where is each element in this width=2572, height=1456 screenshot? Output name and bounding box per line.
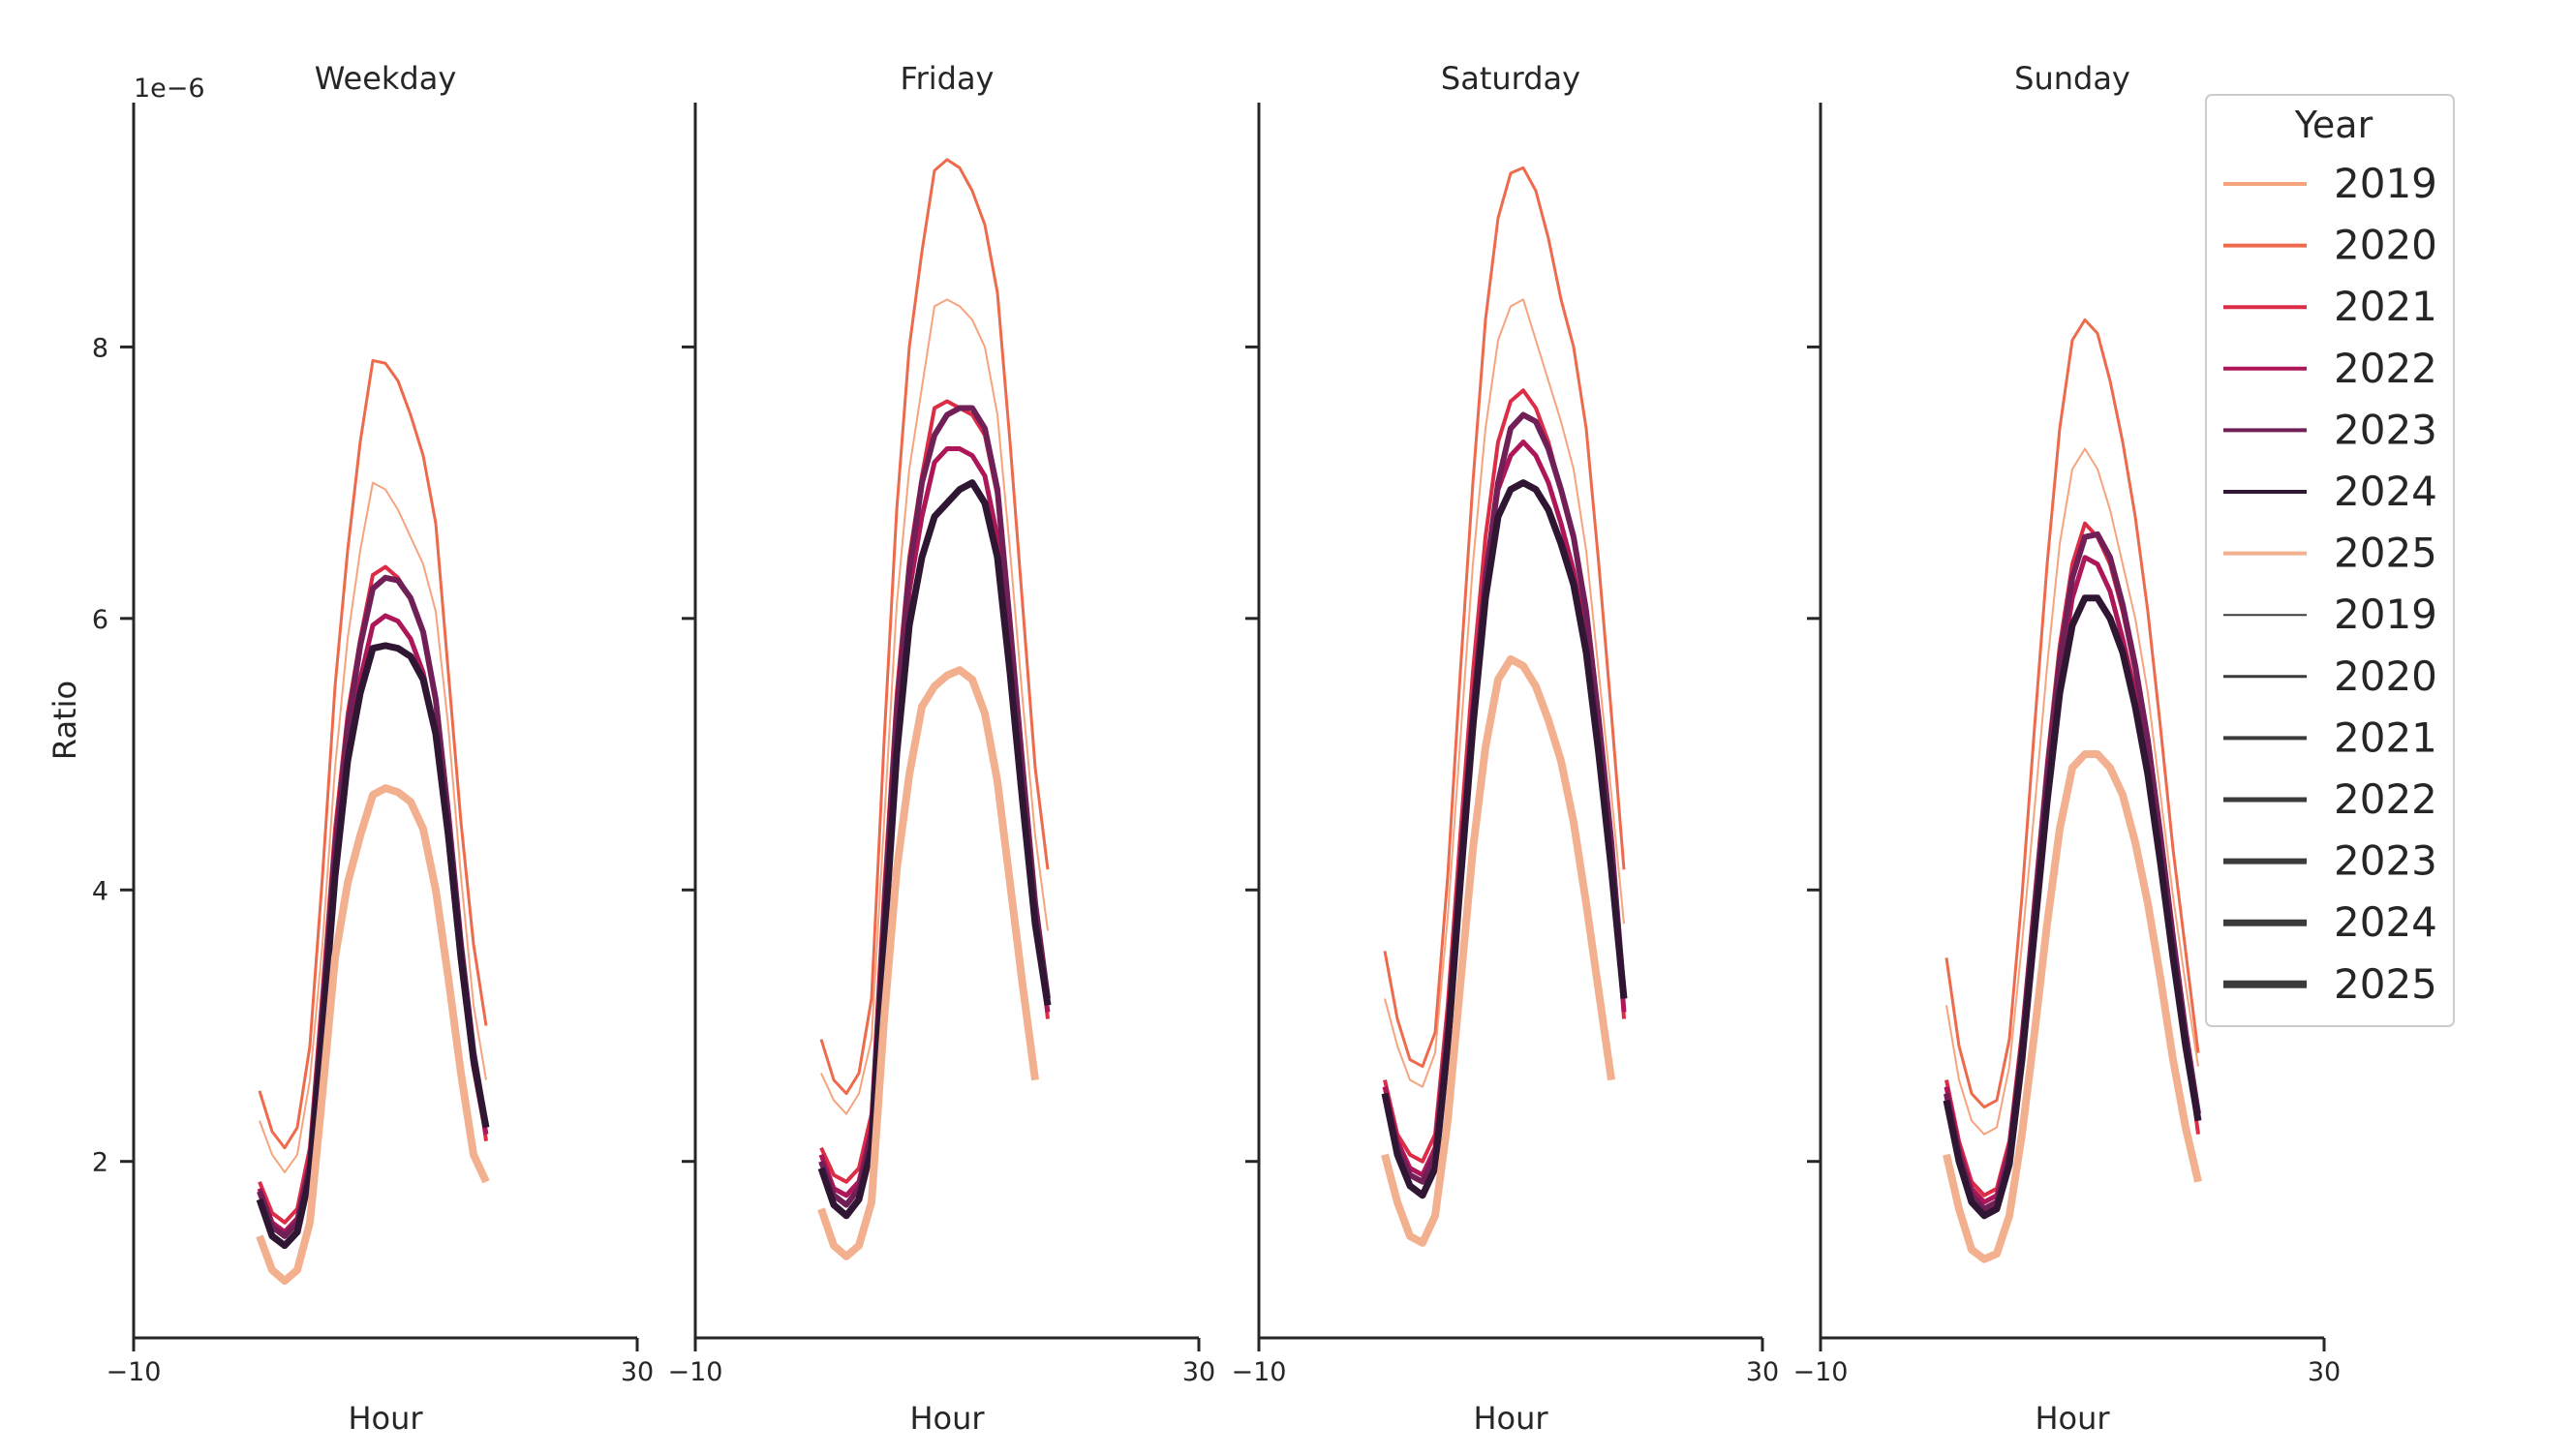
legend-size-label: 2025 — [2334, 960, 2437, 1008]
legend-color-label: 2020 — [2334, 222, 2437, 269]
x-axis-label: Hour — [2035, 1400, 2110, 1437]
x-axis-label: Hour — [1473, 1400, 1548, 1437]
legend-color-label: 2022 — [2334, 345, 2437, 392]
x-tick-label: −10 — [668, 1357, 723, 1387]
x-tick-label: 30 — [621, 1357, 654, 1387]
series-line-2020-weekday — [258, 358, 488, 1150]
legend-color-label: 2021 — [2334, 283, 2437, 330]
facet-title: Saturday — [1441, 60, 1580, 97]
facet-panel-saturday: Saturday −10 30 Hour — [1232, 60, 1780, 1437]
facet-panel-sunday: Sunday −10 30 Hour — [1793, 60, 2342, 1437]
series-line-2019-friday — [820, 298, 1049, 1115]
x-tick-label: −10 — [107, 1357, 162, 1387]
x-tick-label: −10 — [1232, 1357, 1287, 1387]
y-axis-label: Ratio — [46, 681, 83, 760]
series-line-2024-saturday — [1381, 479, 1628, 1199]
series-line-2023-saturday — [1382, 411, 1627, 1185]
legend-color-label: 2023 — [2334, 406, 2437, 453]
legend-color-label: 2025 — [2334, 530, 2437, 577]
series-line-2020-saturday — [1383, 166, 1626, 1069]
x-tick-label: −10 — [1793, 1357, 1849, 1387]
y-scale-offset-label: 1e−6 — [134, 74, 205, 104]
series-line-2020-sunday — [1944, 318, 2200, 1109]
legend-size-label: 2024 — [2334, 898, 2437, 946]
x-tick-label: 30 — [2308, 1357, 2341, 1387]
legend-size-label: 2019 — [2334, 591, 2437, 638]
y-tick-label: 6 — [92, 605, 108, 635]
facet-panel-friday: Friday −10 30 Hour — [668, 60, 1216, 1437]
series-line-2022-friday — [818, 446, 1051, 1198]
legend-size-label: 2020 — [2334, 652, 2437, 700]
legend-color-label: 2024 — [2334, 468, 2437, 515]
legend: Year 2019 2020 2021 2022 2023 2024 2025 2019 2020… — [2205, 94, 2455, 1027]
x-axis-label: Hour — [909, 1400, 985, 1437]
series-line-2019-weekday — [259, 481, 487, 1173]
legend-frame — [2205, 94, 2455, 1027]
series-line-2019-saturday — [1384, 298, 1625, 1088]
x-tick-label: 30 — [1746, 1357, 1779, 1387]
series-line-2024-sunday — [1943, 594, 2202, 1220]
legend-size-label: 2022 — [2334, 775, 2437, 823]
legend-color-label: 2019 — [2334, 160, 2437, 207]
y-tick-label: 2 — [92, 1148, 108, 1178]
series-line-2025-saturday — [1381, 654, 1615, 1247]
legend-size-label: 2023 — [2334, 837, 2437, 885]
legend-size-label: 2021 — [2334, 713, 2437, 761]
facet-title: Sunday — [2014, 60, 2130, 97]
series-line-2023-weekday — [257, 574, 489, 1239]
series-line-2024-friday — [817, 479, 1052, 1220]
series-line-2019-sunday — [1945, 447, 2199, 1136]
facet-title: Weekday — [315, 60, 457, 97]
x-tick-label: 30 — [1182, 1357, 1215, 1387]
series-line-2023-sunday — [1944, 531, 2201, 1212]
y-tick-label: 4 — [92, 876, 108, 906]
y-tick-label: 8 — [92, 333, 108, 363]
facet-panel-weekday: Weekday 2 4 6 8 −10 30 Hour Ratio 1e−6 — [46, 60, 654, 1437]
x-axis-label: Hour — [348, 1400, 423, 1437]
legend-title: Year — [2294, 104, 2373, 146]
series-line-2025-weekday — [256, 784, 490, 1286]
series-line-2025-sunday — [1943, 750, 2202, 1263]
series-line-2025-friday — [817, 666, 1039, 1260]
series-line-2020-friday — [819, 158, 1050, 1096]
series-line-2024-weekday — [256, 642, 490, 1250]
facet-title: Friday — [901, 60, 995, 97]
